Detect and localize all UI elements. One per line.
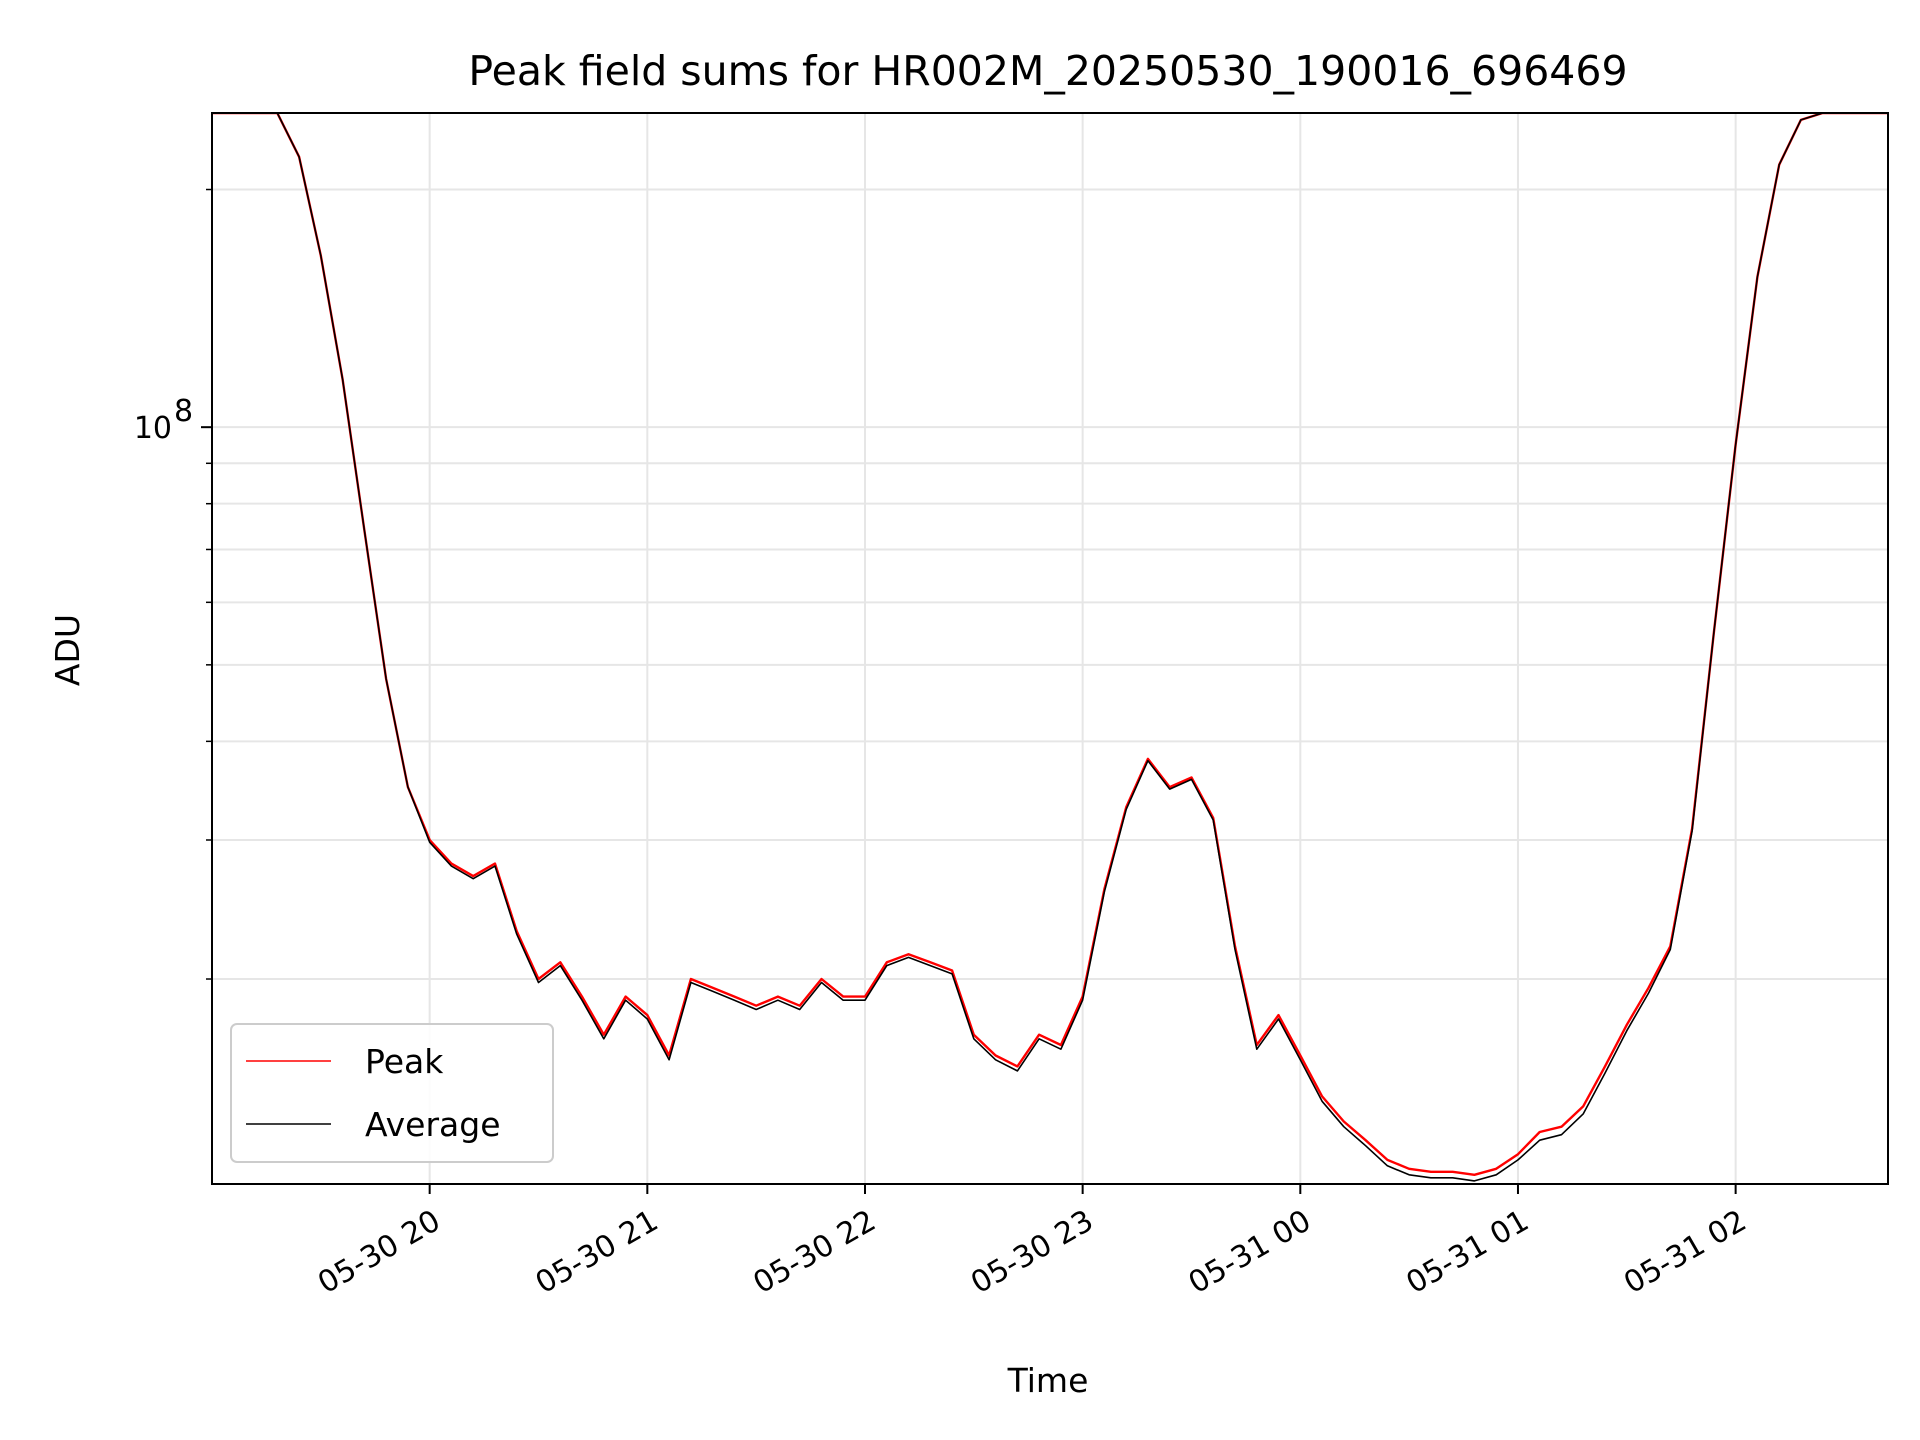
- series-line-peak: [212, 113, 1888, 1177]
- plot-frame: [211, 112, 1889, 1185]
- legend-label-peak: Peak: [365, 1042, 444, 1081]
- series-layer: [212, 113, 1888, 1182]
- y-tick-label-exponent: 8: [174, 394, 193, 429]
- plot-area: [211, 112, 1889, 1185]
- legend-box: [230, 1023, 554, 1163]
- legend: Peak Average: [230, 1023, 554, 1163]
- legend-label-average: Average: [365, 1105, 501, 1144]
- chart-title: Peak field sums for HR002M_20250530_1900…: [468, 47, 1627, 95]
- y-axis: 10 8: [134, 188, 212, 980]
- x-axis-title: Time: [1007, 1361, 1089, 1400]
- y-axis-title: ADU: [48, 614, 87, 686]
- plot-background: [212, 113, 1888, 1184]
- gridlines: [212, 113, 1888, 1184]
- series-line-average: [212, 113, 1888, 1182]
- y-tick-label: 10: [134, 411, 172, 446]
